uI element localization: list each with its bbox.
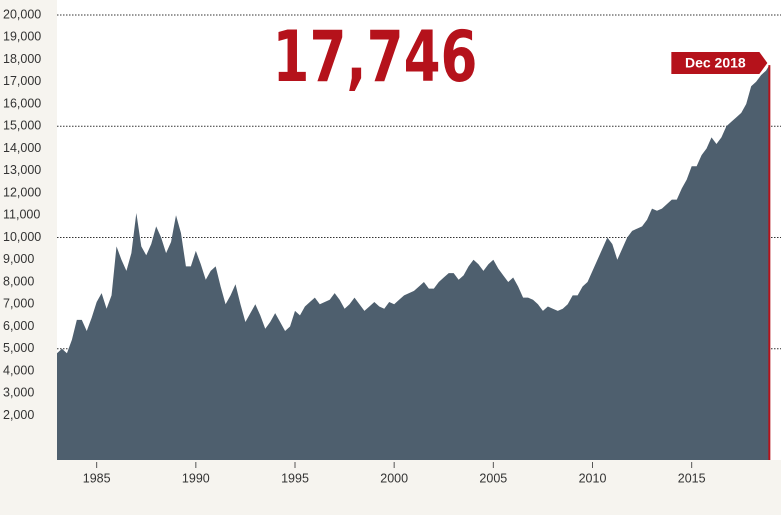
x-tick-label: 1985 — [83, 471, 111, 485]
y-tick-label: 4,000 — [3, 363, 34, 377]
y-tick-label: 9,000 — [3, 252, 34, 266]
end-label: Dec 2018 — [685, 55, 746, 71]
y-tick-label: 13,000 — [3, 163, 41, 177]
x-tick-label: 2015 — [678, 471, 706, 485]
y-tick-label: 15,000 — [3, 119, 41, 133]
y-tick-label: 19,000 — [3, 30, 41, 44]
end-label-box — [671, 52, 768, 74]
x-tick-label: 1995 — [281, 471, 309, 485]
y-tick-label: 10,000 — [3, 230, 41, 244]
x-tick-label: 2005 — [479, 471, 507, 485]
y-tick-label: 14,000 — [3, 141, 41, 155]
y-tick-label: 12,000 — [3, 185, 41, 199]
y-tick-label: 16,000 — [3, 96, 41, 110]
y-tick-label: 7,000 — [3, 297, 34, 311]
y-tick-label: 5,000 — [3, 341, 34, 355]
x-tick-label: 2000 — [380, 471, 408, 485]
y-tick-label: 8,000 — [3, 274, 34, 288]
headline: 17,746 — [273, 16, 478, 98]
y-tick-label: 6,000 — [3, 319, 34, 333]
x-tick-label: 2010 — [579, 471, 607, 485]
y-tick-label: 17,000 — [3, 74, 41, 88]
x-tick-label: 1990 — [182, 471, 210, 485]
y-tick-label: 18,000 — [3, 52, 41, 66]
y-tick-label: 20,000 — [3, 7, 41, 21]
y-tick-label: 11,000 — [3, 208, 40, 222]
area — [57, 65, 770, 461]
y-tick-label: 3,000 — [3, 386, 34, 400]
y-tick-label: 2,000 — [3, 408, 34, 422]
